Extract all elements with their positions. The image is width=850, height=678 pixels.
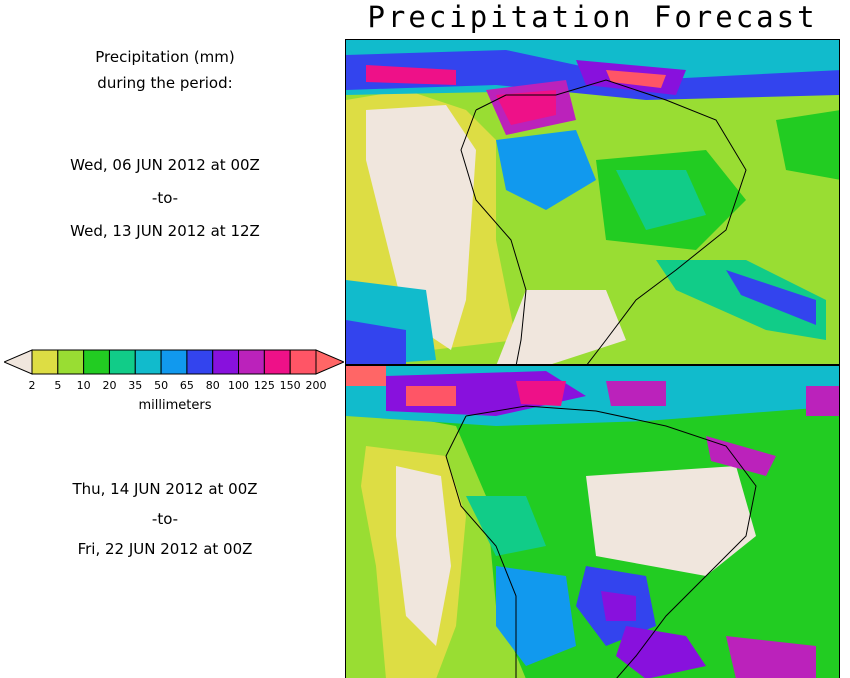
legend-tick-label: 50 [154,379,168,392]
legend-tick-label: 65 [180,379,194,392]
period1-end: Wed, 13 JUN 2012 at 12Z [70,222,260,240]
period2-separator: -to- [151,510,179,528]
legend-swatch [263,349,291,375]
legend-swatch [212,349,240,375]
legend-swatch [186,349,214,375]
legend-unit: millimeters [138,398,212,413]
precip-map-period1 [346,40,839,364]
legend-swatch [31,349,59,375]
legend-arrow-low [4,349,33,375]
legend-tick-label: 10 [77,379,91,392]
period1-start: Wed, 06 JUN 2012 at 00Z [70,156,260,174]
period2-label: Thu, 14 JUN 2012 at 00Z -to- Fri, 22 JUN… [0,474,330,564]
legend-tick-label: 80 [206,379,220,392]
color-legend: 2 5 10 20 35 50 65 80 100 125 150 200 [4,348,344,428]
intro-line-period: during the period: [97,74,233,92]
legend-tick-label: 35 [128,379,142,392]
legend-swatch [289,349,317,375]
legend-swatch [160,349,188,375]
legend-tick-label: 100 [228,379,249,392]
legend-tick-label: 20 [102,379,116,392]
legend-tick-label: 150 [280,379,301,392]
legend-swatch [83,349,110,375]
period1-label: Wed, 06 JUN 2012 at 00Z -to- Wed, 13 JUN… [0,149,330,248]
legend-swatch [134,349,162,375]
legend-tick-label: 5 [54,379,61,392]
legend-swatch [238,349,265,375]
period2-end: Fri, 22 JUN 2012 at 00Z [77,540,253,558]
intro-text: Precipitation (mm) during the period: [0,44,330,96]
legend-tick-label: 2 [29,379,36,392]
legend-colorbar: 2 5 10 20 35 50 65 80 100 125 150 200 [4,349,344,392]
legend-tick-label: 200 [306,379,327,392]
period1-separator: -to- [151,189,179,207]
legend-arrow-high [315,349,344,375]
map-panel-period2 [345,365,840,678]
legend-swatch [57,349,85,375]
precip-map-period2 [346,366,839,678]
map-panel-period1 [345,39,840,365]
legend-tick-label: 125 [254,379,275,392]
page-title: Precipitation Forecast [367,0,818,34]
intro-line-units: Precipitation (mm) [95,48,235,66]
legend-swatch [108,349,136,375]
period2-start: Thu, 14 JUN 2012 at 00Z [72,480,258,498]
